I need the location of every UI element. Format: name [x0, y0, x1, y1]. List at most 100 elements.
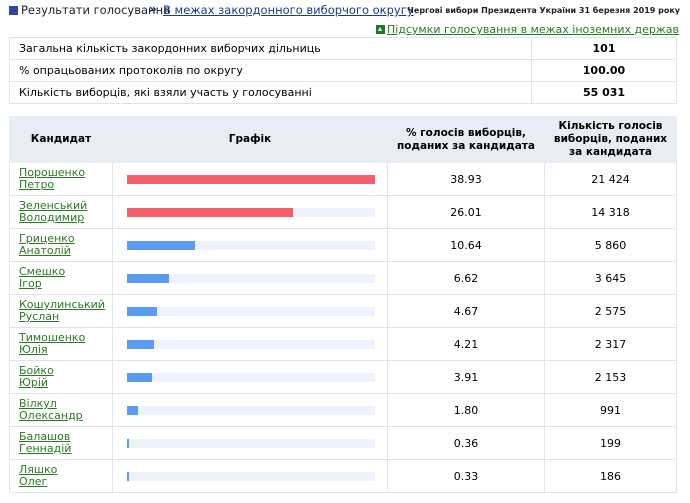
candidate-link[interactable]: Зеленський Володимир	[10, 200, 112, 224]
page-header: Результати голосування » В межах закордо…	[0, 0, 690, 20]
candidate-surname: Гриценко	[19, 232, 75, 245]
graph-cell	[112, 195, 388, 229]
bar-track	[127, 339, 375, 349]
summary-label: % опрацьованих протоколів по округу	[9, 59, 532, 82]
candidate-cell: Смешко Ігор	[9, 261, 113, 295]
percent-cell: 1.80	[387, 393, 545, 427]
candidate-link[interactable]: Порошенко Петро	[10, 167, 112, 191]
votes-cell: 199	[544, 426, 677, 460]
candidate-cell: Гриценко Анатолій	[9, 228, 113, 262]
breadcrumb-link-abroad-district[interactable]: В межах закордонного виборчого округу	[163, 3, 414, 17]
candidate-cell: Балашов Геннадій	[9, 426, 113, 460]
vote-bar	[127, 372, 152, 382]
votes-cell: 21 424	[544, 162, 677, 196]
candidate-link[interactable]: Бойко Юрій	[10, 365, 112, 389]
candidate-link[interactable]: Гриценко Анатолій	[10, 233, 112, 257]
graph-cell	[112, 393, 388, 427]
bar-track	[127, 405, 375, 415]
candidate-cell: Кошулинський Руслан	[9, 294, 113, 328]
votes-cell: 3 645	[544, 261, 677, 295]
candidate-first-name: Олег	[19, 475, 48, 488]
percent-cell: 3.91	[387, 360, 545, 394]
summary-row: Кількість виборців, які взяли участь у г…	[9, 81, 677, 104]
votes-cell: 2 317	[544, 327, 677, 361]
candidate-first-name: Юлія	[19, 343, 48, 356]
candidate-row: Ляшко Олег 0.33 186	[9, 459, 677, 493]
summary-value: 100.00	[531, 59, 677, 82]
candidate-link[interactable]: Смешко Ігор	[10, 266, 112, 290]
candidate-row: Порошенко Петро 38.93 21 424	[9, 162, 677, 196]
votes-cell: 2 575	[544, 294, 677, 328]
results-table: Кандидат Графік % голосів виборців, пода…	[9, 116, 677, 493]
votes-cell: 991	[544, 393, 677, 427]
vote-bar	[127, 405, 139, 415]
candidate-surname: Балашов	[19, 430, 71, 443]
summary-row: Загальна кількість закордонних виборчих …	[9, 37, 677, 60]
bar-track	[127, 273, 375, 283]
candidate-cell: Порошенко Петро	[9, 162, 113, 196]
percent-cell: 0.33	[387, 459, 545, 493]
candidate-row: Тимошенко Юлія 4.21 2 317	[9, 327, 677, 361]
votes-cell: 186	[544, 459, 677, 493]
bar-track	[127, 438, 375, 448]
header-candidate: Кандидат	[9, 116, 113, 163]
candidate-row: Вілкул Олександр 1.80 991	[9, 393, 677, 427]
candidate-surname: Вілкул	[19, 397, 57, 410]
results-body: Порошенко Петро 38.93 21 424 Зеленський Волод…	[9, 162, 677, 493]
graph-cell	[112, 228, 388, 262]
bar-track	[127, 306, 375, 316]
candidate-link[interactable]: Вілкул Олександр	[10, 398, 112, 422]
percent-cell: 0.36	[387, 426, 545, 460]
election-title: Чергові вибори Президента України 31 бер…	[407, 6, 680, 15]
vote-bar	[127, 339, 154, 349]
candidate-first-name: Ігор	[19, 277, 42, 290]
candidate-link[interactable]: Кошулинський Руслан	[10, 299, 112, 323]
candidate-first-name: Геннадій	[19, 442, 72, 455]
candidate-link[interactable]: Ляшко Олег	[10, 464, 112, 488]
section-title: Результати голосування	[21, 3, 171, 17]
candidate-link[interactable]: Тимошенко Юлія	[10, 332, 112, 356]
graph-cell	[112, 459, 388, 493]
candidate-row: Гриценко Анатолій 10.64 5 860	[9, 228, 677, 262]
bar-track	[127, 372, 375, 382]
candidate-surname: Порошенко	[19, 166, 86, 179]
summary-value: 55 031	[531, 81, 677, 104]
candidate-cell: Бойко Юрій	[9, 360, 113, 394]
summary-row: % опрацьованих протоколів по округу 100.…	[9, 59, 677, 82]
bar-track	[127, 174, 375, 184]
candidate-first-name: Петро	[19, 178, 55, 191]
bar-track	[127, 207, 375, 217]
candidate-surname: Зеленський	[19, 199, 88, 212]
foreign-summary-link[interactable]: Підсумки голосування в межах іноземних д…	[386, 23, 679, 36]
candidate-first-name: Володимир	[19, 211, 85, 224]
vote-bar	[127, 438, 130, 448]
percent-cell: 26.01	[387, 195, 545, 229]
percent-cell: 4.67	[387, 294, 545, 328]
candidate-cell: Зеленський Володимир	[9, 195, 113, 229]
candidate-first-name: Олександр	[19, 409, 83, 422]
breadcrumb-separator: »	[149, 2, 157, 16]
percent-cell: 38.93	[387, 162, 545, 196]
graph-cell	[112, 327, 388, 361]
graph-cell	[112, 294, 388, 328]
candidate-cell: Вілкул Олександр	[9, 393, 113, 427]
graph-cell	[112, 261, 388, 295]
summary-value: 101	[531, 37, 677, 60]
header-votes: Кількість голосів виборців, поданих за к…	[544, 116, 677, 163]
votes-cell: 5 860	[544, 228, 677, 262]
graph-cell	[112, 360, 388, 394]
vote-bar	[127, 471, 130, 481]
candidate-first-name: Анатолій	[19, 244, 71, 257]
summary-label: Загальна кількість закордонних виборчих …	[9, 37, 532, 60]
candidate-surname: Бойко	[19, 364, 54, 377]
candidate-row: Смешко Ігор 6.62 3 645	[9, 261, 677, 295]
vote-bar	[127, 240, 195, 250]
votes-cell: 14 318	[544, 195, 677, 229]
up-arrow-icon	[375, 25, 385, 34]
candidate-row: Зеленський Володимир 26.01 14 318	[9, 195, 677, 229]
bar-track	[127, 240, 375, 250]
candidate-link[interactable]: Балашов Геннадій	[10, 431, 112, 455]
candidate-first-name: Юрій	[19, 376, 49, 389]
candidate-surname: Кошулинський	[19, 298, 105, 311]
graph-cell	[112, 426, 388, 460]
